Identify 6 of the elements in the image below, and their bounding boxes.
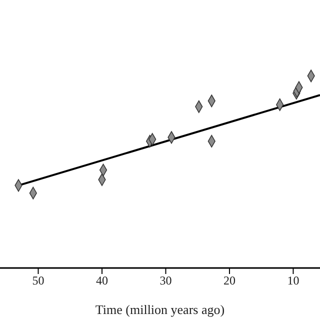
x-tick-label: 30	[160, 274, 172, 288]
x-axis-title: Time (million years ago)	[95, 302, 225, 317]
x-tick-label: 10	[287, 274, 300, 288]
x-tick-label: 40	[96, 274, 108, 288]
x-tick-label: 20	[223, 274, 236, 288]
x-tick-label: 50	[32, 274, 44, 288]
